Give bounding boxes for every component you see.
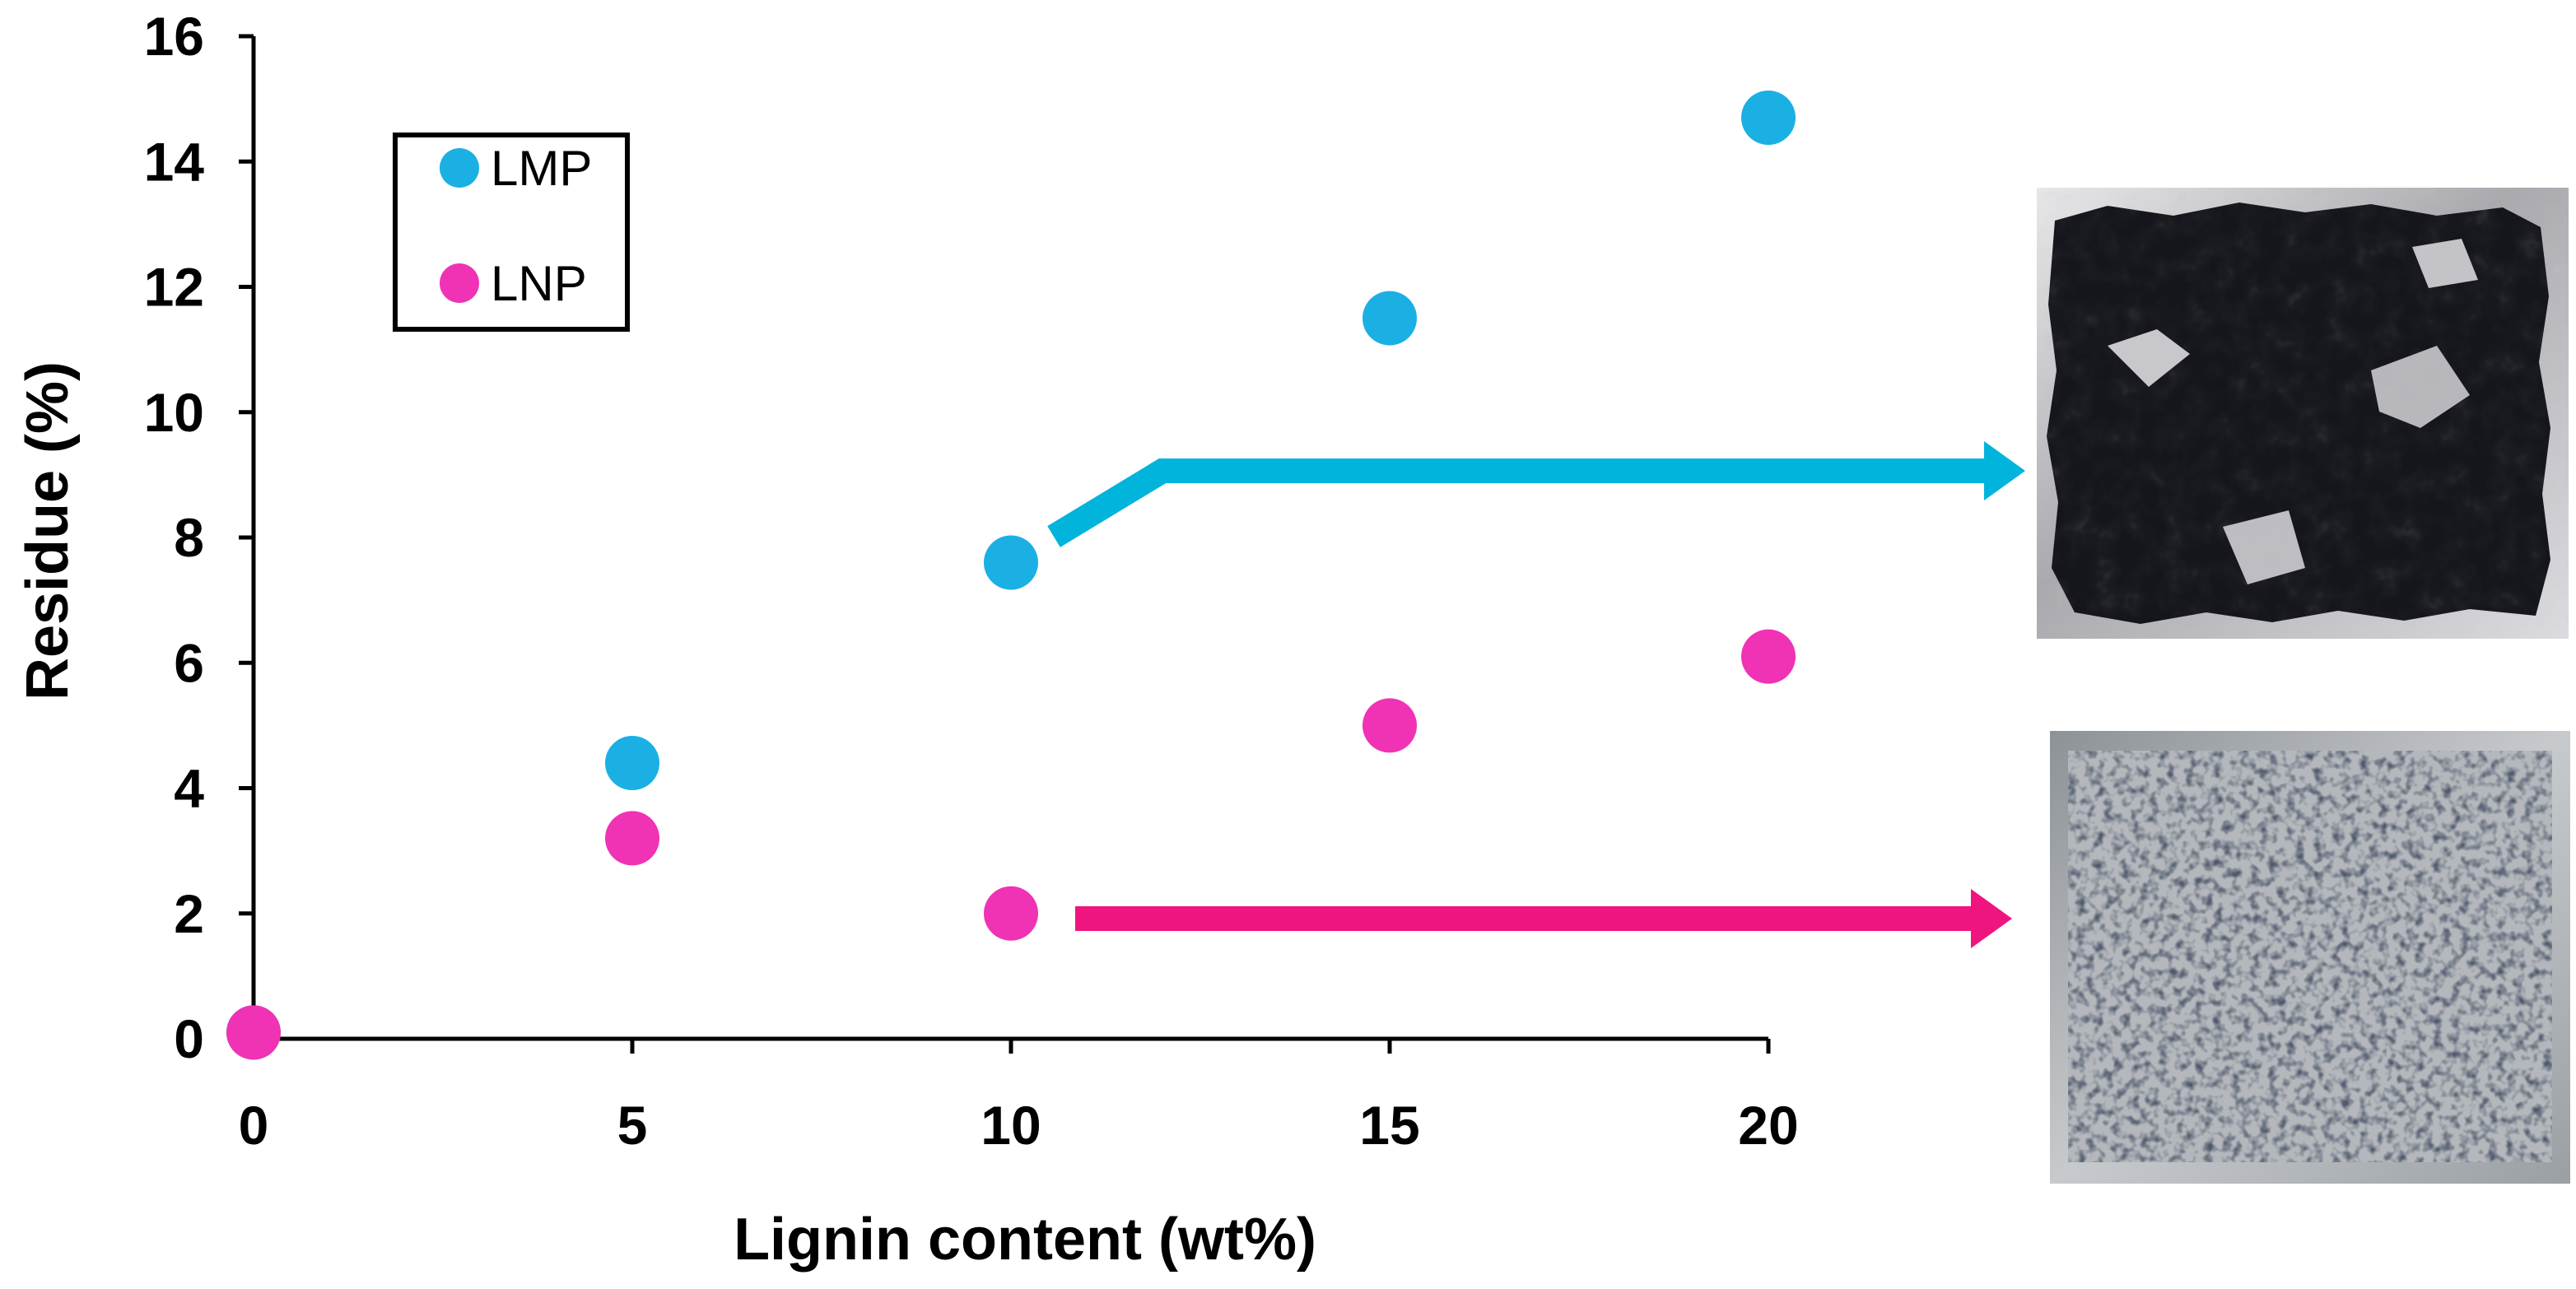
data-point-lnp	[1741, 629, 1796, 684]
x-axis-title: Lignin content (wt%)	[734, 1207, 1316, 1273]
legend: LMP LNP	[393, 133, 630, 332]
y-tick-label: 4	[174, 758, 204, 819]
photo-lmp	[2037, 188, 2569, 639]
legend-marker-lmp	[440, 148, 479, 188]
data-point-lmp	[1741, 90, 1796, 145]
y-tick-label: 14	[144, 131, 205, 192]
data-point-lnp	[984, 886, 1038, 941]
data-points	[226, 90, 1796, 1060]
photo-lmp-texture	[2037, 188, 2569, 639]
x-ticks: 0 5 10 15 20	[239, 1039, 1799, 1156]
lmp-arrow-shaft	[1047, 458, 1991, 547]
x-tick-label: 5	[617, 1095, 648, 1156]
legend-box	[393, 133, 630, 332]
x-tick-label: 20	[1738, 1095, 1798, 1156]
data-point-lmp	[984, 535, 1038, 590]
legend-label-lnp: LNP	[491, 256, 587, 311]
lmp-arrow-head	[1984, 441, 2025, 500]
x-tick-label: 15	[1359, 1095, 1419, 1156]
y-axis-title: Residue (%)	[15, 361, 81, 700]
data-point-lmp	[605, 736, 659, 791]
x-tick-label: 0	[239, 1095, 269, 1156]
data-point-lnp	[1363, 698, 1417, 753]
y-ticks: 0 2 4 6 8 10 12 14 16	[144, 6, 254, 1069]
legend-label-lmp: LMP	[491, 141, 592, 196]
axes: 0 2 4 6 8 10 12 14 16 0 5 10 15 20	[144, 6, 1799, 1156]
data-point-lmp	[1363, 291, 1417, 346]
legend-marker-lnp	[440, 263, 479, 303]
y-tick-label: 12	[144, 257, 204, 318]
y-tick-label: 2	[174, 883, 204, 944]
photo-lnp-speckles	[2068, 751, 2552, 1162]
y-tick-label: 16	[144, 6, 204, 67]
x-tick-label: 10	[981, 1095, 1041, 1156]
y-tick-label: 0	[174, 1008, 204, 1069]
y-tick-label: 10	[144, 382, 204, 443]
y-tick-label: 6	[174, 632, 204, 693]
series-lnp	[226, 629, 1796, 1060]
lnp-arrow-head	[1971, 889, 2012, 948]
annotation-arrows	[1047, 441, 2025, 948]
photo-lnp	[2050, 731, 2570, 1184]
data-point-lnp	[605, 811, 659, 866]
lnp-arrow	[1075, 889, 2012, 948]
y-tick-label: 8	[174, 507, 204, 568]
lmp-arrow	[1047, 441, 2025, 547]
data-point-lnp	[226, 1005, 281, 1060]
